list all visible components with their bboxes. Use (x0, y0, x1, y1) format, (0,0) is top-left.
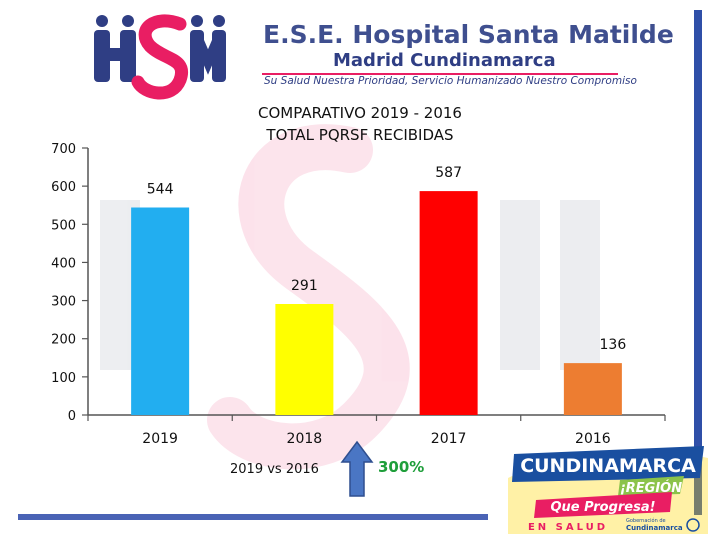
chart-title: COMPARATIVO 2019 - 2016 TOTAL PQRSF RECI… (230, 102, 490, 146)
badge-line4: EN SALUD (528, 522, 608, 533)
y-tick-label: 500 (51, 218, 76, 233)
badge-line1: CUNDINAMARCA (520, 455, 696, 477)
brand-subtitle: Madrid Cundinamarca (333, 50, 556, 71)
y-tick-label: 700 (51, 142, 76, 157)
brand-divider (262, 73, 618, 75)
y-tick-label: 200 (51, 333, 76, 348)
right-frame-stripe (694, 10, 702, 515)
y-tick-label: 300 (51, 295, 76, 310)
cundinamarca-region-badge: CUNDINAMARCA ¡REGIÓN Que Progresa! EN SA… (508, 446, 708, 534)
x-tick-label: 2019 (142, 431, 178, 447)
bar (131, 207, 190, 415)
up-arrow-icon (340, 440, 374, 497)
badge-gov-label: Gobernación de (626, 517, 666, 524)
x-tick-label: 2016 (575, 431, 611, 447)
brand-title: E.S.E. Hospital Santa Matilde (263, 20, 674, 49)
y-tick-label: 100 (51, 371, 76, 386)
chart-title-line1: COMPARATIVO 2019 - 2016 (258, 104, 462, 122)
x-tick-label: 2017 (431, 431, 467, 447)
bar (275, 304, 334, 415)
bar-value-label: 587 (435, 165, 462, 181)
y-tick-label: 400 (51, 256, 76, 271)
bar (419, 191, 478, 415)
comparison-value: 300% (378, 458, 425, 476)
hsm-logo (94, 14, 226, 100)
badge-line2: ¡REGIÓN (620, 480, 682, 496)
y-tick-label: 600 (51, 180, 76, 195)
brand-tagline: Su Salud Nuestra Prioridad, Servicio Hum… (264, 75, 637, 87)
bottom-frame-stripe (18, 514, 488, 520)
badge-line3: Que Progresa! (550, 500, 655, 515)
chart-title-line2: TOTAL PQRSF RECIBIDAS (266, 126, 454, 144)
bar-value-label: 291 (291, 278, 318, 294)
watermark (100, 124, 600, 470)
comparison-label: 2019 vs 2016 (230, 462, 319, 477)
x-tick-label: 2018 (287, 431, 323, 447)
bar-value-label: 544 (147, 182, 174, 198)
bar-value-label: 136 (600, 337, 627, 353)
badge-gov-name: Cundinamarca (626, 524, 683, 532)
y-tick-label: 0 (68, 409, 76, 424)
bar (563, 363, 622, 415)
coat-of-arms-icon (686, 518, 700, 532)
